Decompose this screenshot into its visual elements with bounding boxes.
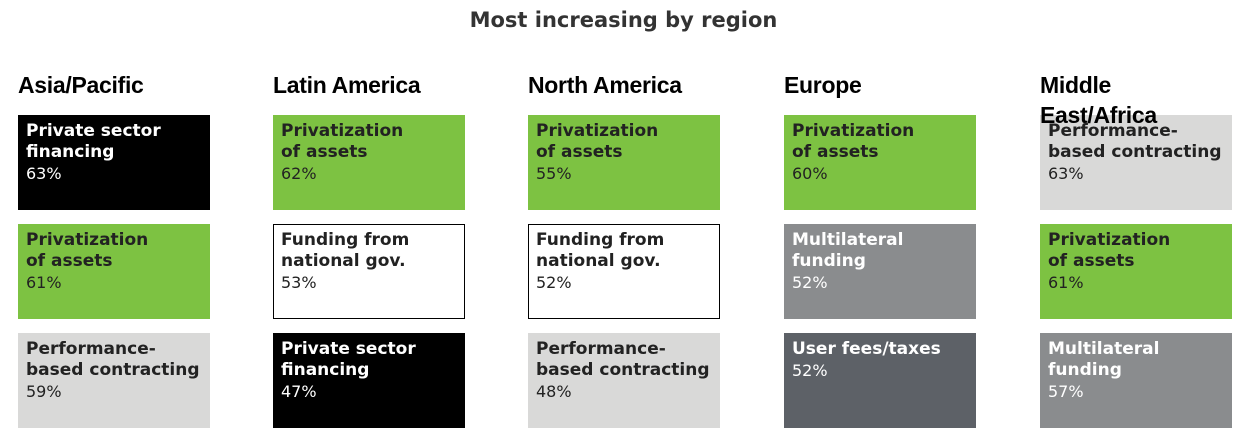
tile-label: Performance- based contracting: [1048, 121, 1222, 162]
tile-value: 63%: [1048, 164, 1084, 183]
region-name: Europe: [784, 72, 862, 98]
tile: Privatization of assets 61%: [18, 224, 210, 319]
tile: Private sector financing 63%: [18, 115, 210, 210]
tile-value: 61%: [1048, 273, 1084, 292]
tile-value: 59%: [26, 382, 62, 401]
tile-label: Privatization of assets: [26, 230, 149, 271]
tile-value: 47%: [281, 382, 317, 401]
tile-value: 61%: [26, 273, 62, 292]
tile-value: 48%: [536, 382, 572, 401]
tile: Privatization of assets 61%: [1040, 224, 1232, 319]
tile-label: Funding from national gov.: [536, 230, 665, 271]
tile-value: 57%: [1048, 382, 1084, 401]
tile: Performance- based contracting 59%: [18, 333, 210, 428]
tile-label: Private sector financing: [281, 339, 416, 380]
region-name: Middle East/Africa: [1040, 72, 1157, 128]
tile-label: Performance- based contracting: [536, 339, 710, 380]
tile-label: Privatization of assets: [536, 121, 659, 162]
region-column: Middle East/Africa Performance- based con…: [1040, 70, 1232, 442]
tile-value: 52%: [792, 273, 828, 292]
region-column: North America Privatization of assets 55% F…: [528, 70, 720, 442]
region-column: Europe Privatization of assets 60% Multilat…: [784, 70, 976, 442]
tile: Multilateral funding 57%: [1040, 333, 1232, 428]
title: Most increasing by region: [469, 8, 778, 32]
tile-label: Multilateral funding: [1048, 339, 1160, 380]
tile-value: 62%: [281, 164, 317, 183]
tile-value: 60%: [792, 164, 828, 183]
region-column: Asia/Pacific Private sector financing 63% P…: [18, 70, 210, 442]
tile-label: Privatization of assets: [792, 121, 915, 162]
tile: Privatization of assets 55%: [528, 115, 720, 210]
region-name: Asia/Pacific: [18, 72, 144, 98]
tile: User fees/taxes 52%: [784, 333, 976, 428]
tile-label: Private sector financing: [26, 121, 161, 162]
region-name: North America: [528, 72, 682, 98]
tile-value: 55%: [536, 164, 572, 183]
tile-label: Privatization of assets: [281, 121, 404, 162]
tile-label: Multilateral funding: [792, 230, 904, 271]
tile: Funding from national gov. 52%: [528, 224, 720, 319]
region-column: Latin America Privatization of assets 62% F…: [273, 70, 465, 442]
tile: Funding from national gov. 53%: [273, 224, 465, 319]
tile-value: 53%: [281, 273, 317, 292]
tile-value: 52%: [792, 361, 828, 380]
tile: Privatization of assets 62%: [273, 115, 465, 210]
tile: Performance- based contracting 63%: [1040, 115, 1232, 210]
tile: Multilateral funding 52%: [784, 224, 976, 319]
tile-label: Funding from national gov.: [281, 230, 410, 271]
tile: Privatization of assets 60%: [784, 115, 976, 210]
tile-label: Performance- based contracting: [26, 339, 200, 380]
tile-value: 63%: [26, 164, 62, 183]
tile: Performance- based contracting 48%: [528, 333, 720, 428]
tile-label: User fees/taxes: [792, 339, 941, 359]
tile: Private sector financing 47%: [273, 333, 465, 428]
region-name: Latin America: [273, 72, 421, 98]
tile-value: 52%: [536, 273, 572, 292]
page: Most increasing by region Asia/Pacific Pr…: [18, 8, 1232, 428]
tile-label: Privatization of assets: [1048, 230, 1171, 271]
